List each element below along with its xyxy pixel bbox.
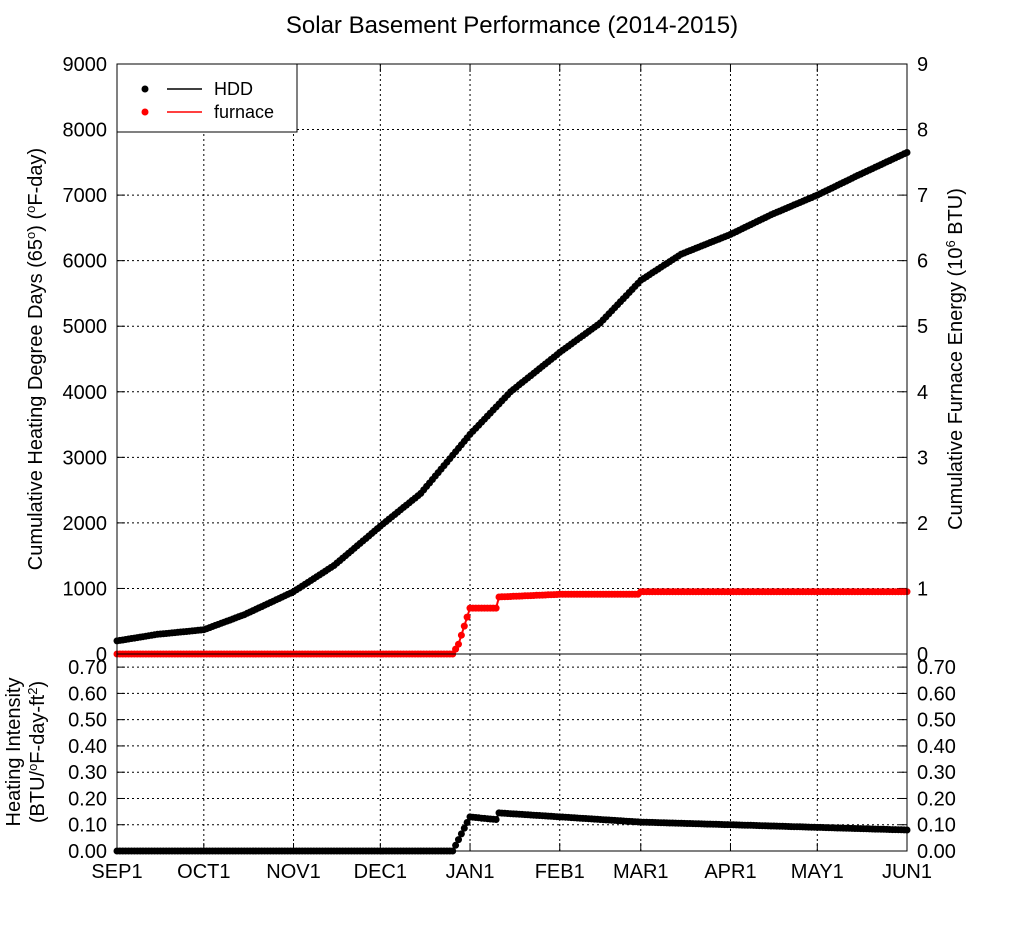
furnace-series-points xyxy=(113,588,911,658)
furnace-series-point xyxy=(455,640,462,648)
lower-axis-label-line1: Heating Intensity xyxy=(3,678,25,827)
upper-left-tick-label: 5000 xyxy=(63,316,108,338)
upper-left-tick-label: 4000 xyxy=(63,382,108,404)
upper-left-tick-label: 0 xyxy=(96,644,107,666)
intensity-series-points xyxy=(113,809,911,855)
lower-left-tick-label: 0.60 xyxy=(68,683,107,705)
x-tick-label: JAN1 xyxy=(446,861,495,883)
x-tick-label: DEC1 xyxy=(354,861,407,883)
lower-left-tick-label: 0.40 xyxy=(68,736,107,758)
upper-right-tick-label: 1 xyxy=(917,578,928,600)
lower-left-tick-label: 0.20 xyxy=(68,788,107,810)
upper-left-tick-label: 9000 xyxy=(63,54,108,76)
x-tick-label: FEB1 xyxy=(535,861,585,883)
x-tick-label: APR1 xyxy=(704,861,756,883)
upper-right-tick-label: 8 xyxy=(917,120,928,142)
hdd-series-points xyxy=(113,149,911,645)
hdd-series-line xyxy=(116,151,908,642)
furnace-series-line xyxy=(117,590,907,655)
upper-left-tick-label: 7000 xyxy=(63,185,108,207)
legend-box xyxy=(116,63,298,133)
lower-plot-frame xyxy=(116,653,908,852)
upper-right-tick-label: 7 xyxy=(917,185,928,207)
lower-right-tick-label: 0.40 xyxy=(917,736,956,758)
upper-right-tick-label: 5 xyxy=(917,316,928,338)
furnace-series-point xyxy=(463,613,471,621)
legend-label-hdd: HDD xyxy=(214,79,253,99)
intensity-series-point xyxy=(492,816,500,823)
x-tick-label: SEP1 xyxy=(91,861,142,883)
lower-right-tick-label: 0.00 xyxy=(917,841,956,863)
intensity-series-point xyxy=(452,841,460,849)
upper-left-tick-label: 1000 xyxy=(63,578,108,600)
upper-left-tick-label: 2000 xyxy=(63,513,108,535)
legend-label-furnace: furnace xyxy=(214,102,274,122)
upper-left-axis-label: Cumulative Heating Degree Days (65o) (oF… xyxy=(23,148,48,570)
furnace-series-point xyxy=(492,604,500,612)
lower-right-tick-label: 0.50 xyxy=(917,710,956,732)
x-tick-label: MAY1 xyxy=(791,861,844,883)
chart-title: Solar Basement Performance (2014-2015) xyxy=(286,12,738,39)
upper-left-tick-label: 3000 xyxy=(63,447,108,469)
grid-lines xyxy=(117,64,907,851)
upper-plot-frame xyxy=(116,63,908,655)
intensity-series-point xyxy=(460,824,468,832)
legend-marker xyxy=(141,85,149,93)
axis-labels: 0 1000 2000 3000 4000 5000 6000 7000 8000 9000 0 1 2… xyxy=(3,54,967,883)
upper-right-tick-label: 6 xyxy=(917,251,928,273)
upper-right-tick-label: 4 xyxy=(917,382,928,404)
lower-right-tick-label: 0.60 xyxy=(917,683,956,705)
lower-left-tick-label: 0.00 xyxy=(68,841,107,863)
upper-left-tick-label: 8000 xyxy=(63,120,108,142)
furnace-series-point xyxy=(457,631,465,639)
upper-left-tick-label: 6000 xyxy=(63,251,108,273)
lower-left-tick-label: 0.30 xyxy=(68,762,107,784)
upper-right-tick-label: 0 xyxy=(917,644,928,666)
lower-left-tick-label: 0.70 xyxy=(68,657,107,679)
upper-right-tick-label: 3 xyxy=(917,447,928,469)
lower-left-tick-label: 0.10 xyxy=(68,815,107,837)
lower-right-tick-label: 0.10 xyxy=(917,815,956,837)
legend-marker xyxy=(141,108,149,116)
series-layer xyxy=(113,149,911,855)
intensity-series-line xyxy=(117,811,908,852)
lower-right-tick-label: 0.30 xyxy=(917,762,956,784)
intensity-series-point xyxy=(455,836,462,844)
x-tick-label: JUN1 xyxy=(882,861,932,883)
intensity-series-point xyxy=(457,830,465,838)
lower-right-tick-label: 0.20 xyxy=(917,788,956,810)
lower-left-tick-label: 0.50 xyxy=(68,710,107,732)
intensity-series-point xyxy=(463,819,471,826)
x-tick-label: NOV1 xyxy=(266,861,320,883)
upper-right-axis-label: Cumulative Furnace Energy (106 BTU) xyxy=(943,188,968,530)
furnace-series-point xyxy=(460,622,468,630)
lower-right-tick-label: 0.70 xyxy=(917,657,956,679)
x-tick-label: MAR1 xyxy=(613,861,669,883)
legend: HDD furnace xyxy=(116,63,298,133)
upper-right-tick-label: 2 xyxy=(917,513,928,535)
lower-axis-label-line2: (BTU/oF-day-ft2) xyxy=(25,681,50,823)
x-tick-label: OCT1 xyxy=(177,861,230,883)
upper-right-tick-label: 9 xyxy=(917,54,928,76)
